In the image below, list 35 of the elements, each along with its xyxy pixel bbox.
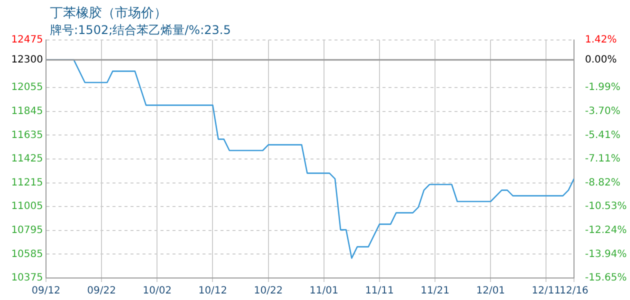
x-tick-label: 10/12 (198, 286, 228, 297)
chart-title: 丁苯橡胶（市场价） (50, 5, 167, 22)
y2-tick-label: 0.00% (585, 54, 617, 66)
x-tick-label: 09/22 (87, 286, 116, 297)
y2-tick-label: -8.82% (585, 177, 620, 188)
x-tick-label: 09/12 (32, 286, 60, 297)
y2-tick-label: -10.53% (585, 201, 627, 212)
y2-tick-label: -1.99% (585, 82, 620, 94)
x-tick-label: 11/21 (420, 286, 450, 297)
x-tick-label: 10/22 (254, 286, 283, 297)
y2-tick-label: -5.41% (585, 130, 620, 141)
y-tick-label: 12055 (11, 82, 43, 94)
y2-tick-label: -7.11% (585, 154, 620, 165)
y2-tick-label: -13.94% (585, 248, 627, 260)
x-tick-label: 12/11 (532, 286, 561, 297)
y-tick-label: 11845 (11, 106, 43, 117)
y-tick-label: 11425 (11, 154, 43, 165)
y-tick-label: 10375 (11, 272, 43, 284)
y-tick-label: 12300 (11, 54, 43, 66)
x-tick-label: 11/01 (309, 286, 338, 297)
x-tick-label: 11/11 (365, 286, 394, 297)
y2-tick-label: 1.42% (585, 34, 617, 46)
chart-subtitle: 牌号:1502;结合苯乙烯量/%:23.5 (50, 22, 231, 39)
y-tick-label: 12475 (11, 34, 43, 46)
y-tick-label: 11215 (11, 177, 43, 188)
x-tick-label: 12/16 (560, 286, 588, 297)
y2-tick-label: -12.24% (585, 225, 627, 236)
y-tick-label: 10585 (11, 248, 43, 260)
y2-tick-label: -15.65% (585, 272, 627, 284)
y2-tick-label: -3.70% (585, 106, 620, 117)
y-tick-label: 11005 (11, 201, 43, 212)
y-tick-label: 11635 (11, 130, 43, 141)
y-tick-label: 10795 (11, 224, 43, 236)
x-tick-label: 10/02 (142, 286, 172, 297)
x-tick-label: 12/01 (476, 286, 506, 297)
